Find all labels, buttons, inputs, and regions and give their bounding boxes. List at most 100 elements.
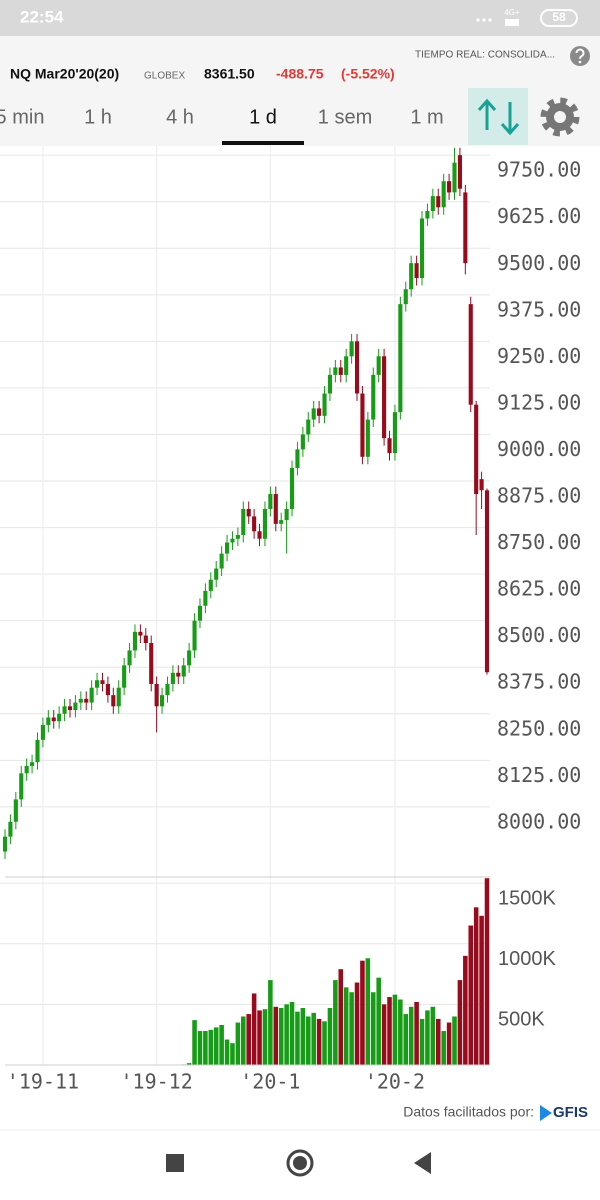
- candle-body: [203, 590, 208, 606]
- nav-recents[interactable]: [166, 1154, 184, 1172]
- help-icon[interactable]: [570, 46, 590, 66]
- volume-bar: [414, 1001, 419, 1065]
- candle-body: [181, 665, 186, 677]
- candle-body: [143, 635, 148, 644]
- candle-body: [327, 374, 333, 394]
- y-tick-label: 9750.00: [497, 158, 581, 182]
- status-dots: [476, 18, 492, 22]
- candle-body: [409, 263, 414, 290]
- candle-body: [306, 419, 311, 435]
- x-tick-label: '20-2: [365, 1070, 425, 1094]
- x-tick-label: '19-12: [121, 1070, 193, 1094]
- volume-bar: [484, 878, 490, 1065]
- candle-body: [376, 356, 381, 375]
- volume-bar: [365, 958, 371, 1065]
- volume-bar: [408, 1006, 414, 1065]
- candle-body: [452, 162, 457, 193]
- candle-body: [300, 434, 305, 450]
- candle-body: [159, 695, 165, 707]
- volume-bar: [284, 1004, 289, 1065]
- candle-body: [289, 467, 295, 509]
- status-network: 4G+: [504, 8, 520, 17]
- provider-logo-mark: [540, 1105, 552, 1121]
- tab[interactable]: 1 h: [84, 106, 112, 128]
- volume-bar: [430, 1006, 436, 1065]
- settings-icon[interactable]: [540, 97, 580, 137]
- volume-bar: [479, 915, 484, 1065]
- candle-body: [73, 702, 78, 711]
- candle-body: [24, 765, 29, 774]
- tab[interactable]: 1 sem: [318, 106, 372, 128]
- y-tick-label: 9125.00: [497, 390, 581, 414]
- volume-bar: [354, 982, 360, 1065]
- candle-body: [78, 698, 83, 703]
- volume-bar: [333, 980, 338, 1065]
- candle-body: [430, 196, 435, 212]
- candle-body: [100, 680, 105, 684]
- volume-bar: [327, 1007, 333, 1065]
- volume-bar: [322, 1021, 327, 1065]
- y-tick-label: 8875.00: [497, 484, 581, 508]
- battery-level: 58: [552, 10, 566, 24]
- volume-bar: [213, 1027, 219, 1065]
- volume-bar: [268, 980, 273, 1065]
- y-tick-label: 8750.00: [497, 530, 581, 554]
- candle-body: [35, 739, 40, 763]
- y-tick-label: 9625.00: [497, 204, 581, 228]
- candle-body: [154, 683, 159, 707]
- volume-bar: [398, 999, 403, 1065]
- signal-icon: [505, 19, 519, 26]
- y-tick-label: 8375.00: [497, 670, 581, 694]
- battery-icon: [540, 9, 578, 27]
- volume-bar: [311, 1012, 316, 1065]
- candle-body: [246, 508, 251, 517]
- tab[interactable]: 1 m: [410, 106, 443, 128]
- candle-body: [317, 408, 322, 416]
- candle-body: [138, 631, 143, 636]
- chart-area: [0, 146, 600, 1130]
- volume-bar: [441, 1031, 446, 1065]
- y-tick-label: 8000.00: [497, 809, 581, 833]
- candle-body: [479, 479, 484, 491]
- nav-back[interactable]: [414, 1152, 431, 1174]
- status-time: 22:54: [20, 7, 64, 26]
- candle-body: [295, 449, 300, 468]
- sort-button[interactable]: [468, 88, 528, 145]
- candle-body: [484, 490, 490, 673]
- y-tick-label: 9375.00: [497, 297, 581, 321]
- candle-body: [392, 412, 397, 454]
- y-tick-label: 8250.00: [497, 716, 581, 740]
- active-tab-underline: [222, 141, 304, 145]
- volume-bar: [246, 1014, 251, 1065]
- volume-bar: [295, 1011, 300, 1065]
- y-tick-label: 9000.00: [497, 437, 581, 461]
- candle-body: [230, 538, 235, 543]
- candle-body: [436, 196, 441, 208]
- candle-body: [235, 535, 240, 539]
- nav-home-dot: [293, 1156, 307, 1170]
- tab[interactable]: 5 min: [0, 106, 44, 128]
- candle-body: [132, 631, 138, 651]
- candle-body: [279, 520, 284, 524]
- tab[interactable]: 4 h: [166, 106, 194, 128]
- symbol: NQ Mar20'20(20): [10, 66, 119, 82]
- volume-bar: [300, 1007, 306, 1065]
- candle-body: [273, 494, 278, 524]
- volume-bar: [262, 1009, 268, 1065]
- candle-body: [447, 181, 452, 193]
- candle-body: [40, 724, 45, 740]
- tab[interactable]: 1 d: [249, 106, 277, 128]
- price-change-pct: (-5.52%): [341, 66, 395, 82]
- volume-bar: [208, 1029, 214, 1065]
- nav-home[interactable]: [286, 1149, 314, 1177]
- volume-bar: [230, 1043, 235, 1065]
- volume-bar: [403, 1014, 409, 1065]
- candle-body: [414, 263, 419, 279]
- volume-bar: [473, 907, 479, 1065]
- price-change: -488.75: [276, 66, 324, 82]
- candle-body: [474, 404, 479, 495]
- candle-body: [371, 374, 376, 420]
- candle-body: [425, 211, 430, 219]
- volume-bar: [376, 977, 381, 1065]
